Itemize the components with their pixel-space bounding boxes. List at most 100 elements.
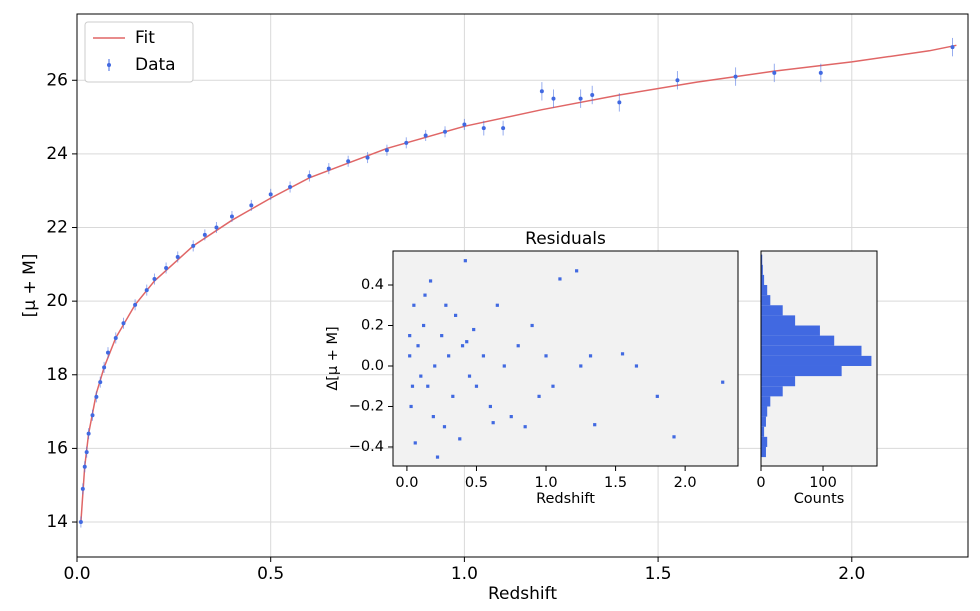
legend-swatch [107, 63, 111, 67]
histogram-bar [761, 386, 783, 397]
data-point [950, 45, 955, 50]
data-point [202, 232, 207, 237]
residual-point [516, 344, 520, 348]
data-point [443, 129, 448, 134]
x-tick-label: 1.5 [645, 564, 672, 584]
residual-point [435, 455, 440, 459]
histogram-bar [761, 264, 763, 275]
residual-point [412, 303, 416, 307]
data-point [818, 70, 823, 75]
histogram-bar [761, 305, 783, 316]
histogram-bar [761, 436, 768, 447]
residual-point [575, 269, 579, 273]
data-point [384, 148, 389, 153]
histogram-bar [761, 295, 771, 306]
residual-point [721, 380, 725, 384]
x-tick-label: 0.0 [63, 564, 90, 584]
residual-point [413, 441, 417, 445]
histogram-bar [761, 416, 766, 427]
data-point [481, 126, 486, 131]
data-point [326, 166, 331, 171]
residual-point [454, 313, 458, 317]
residual-point [672, 435, 676, 439]
data-point [578, 96, 583, 101]
residual-point [523, 425, 527, 429]
residual-point [428, 279, 433, 283]
residual-point [502, 364, 506, 368]
residual-point [451, 394, 455, 398]
data-point [423, 133, 428, 138]
histogram-bar [761, 426, 765, 437]
histogram-bar [761, 355, 872, 366]
data-point [590, 92, 595, 97]
residual-point [467, 374, 472, 378]
histogram-bar [761, 376, 796, 387]
x-tick-label: 0 [756, 475, 765, 491]
y-tick-label: 24 [46, 144, 68, 164]
residual-point [544, 354, 548, 358]
data-point [82, 464, 87, 469]
x-tick-label: 0.5 [465, 475, 488, 491]
data-point [84, 450, 89, 455]
data-point [346, 159, 351, 164]
y-tick-label: 20 [46, 291, 68, 311]
x-tick-label: 100 [809, 475, 837, 491]
residual-point [558, 277, 562, 281]
y-tick-label: 18 [46, 365, 68, 385]
residual-point [465, 340, 469, 344]
residual-point [463, 259, 467, 263]
y-tick-label: 0.2 [361, 318, 384, 334]
residual-point [488, 404, 492, 409]
data-point [551, 96, 556, 101]
x-tick-label: 0.0 [395, 475, 418, 491]
data-point [86, 431, 91, 436]
residual-point [442, 425, 447, 429]
x-tick-label: 0.5 [257, 564, 284, 584]
residual-point [444, 303, 448, 307]
data-point [98, 380, 103, 385]
y-tick-label: 26 [46, 70, 68, 90]
x-tick-label: 1.0 [534, 475, 557, 491]
x-tick-label: 2.0 [674, 475, 697, 491]
residual-point [431, 415, 435, 419]
x-axis-label: Redshift [536, 491, 595, 507]
residual-point [416, 344, 420, 348]
plot-marks [78, 37, 957, 528]
legend-box [84, 21, 194, 83]
data-point [675, 78, 680, 83]
data-point [249, 203, 254, 208]
residual-point [419, 374, 423, 378]
x-axis-label: Counts [794, 491, 845, 507]
y-axis-label: [μ + M] [20, 254, 40, 318]
y-tick-label: 0.4 [361, 277, 384, 293]
residual-point [472, 327, 476, 332]
legend-label: Data [135, 55, 176, 75]
y-tick-label: −0.4 [349, 439, 384, 455]
data-point [733, 74, 738, 79]
residual-point [440, 334, 444, 338]
data-point [191, 243, 196, 248]
plot-marks [408, 259, 725, 459]
residual-point [447, 354, 451, 358]
residual-point [551, 384, 555, 388]
data-point [121, 321, 126, 326]
residual-point [655, 394, 659, 398]
data-point [102, 365, 107, 370]
data-point [617, 100, 622, 105]
data-point [105, 350, 110, 355]
data-point [229, 214, 234, 219]
data-point [78, 520, 83, 525]
histogram-bar [761, 254, 763, 265]
legend-label: Fit [135, 28, 155, 48]
plot-frame [760, 250, 878, 467]
data-point [113, 335, 118, 340]
data-point [152, 277, 157, 282]
histogram-bar [761, 396, 771, 407]
histogram-bar [761, 365, 842, 377]
data-point [214, 225, 219, 230]
residual-point [491, 421, 495, 425]
plot-marks [761, 254, 872, 458]
data-point [164, 266, 169, 271]
residual-point [579, 364, 583, 368]
plot-frame [392, 250, 739, 467]
